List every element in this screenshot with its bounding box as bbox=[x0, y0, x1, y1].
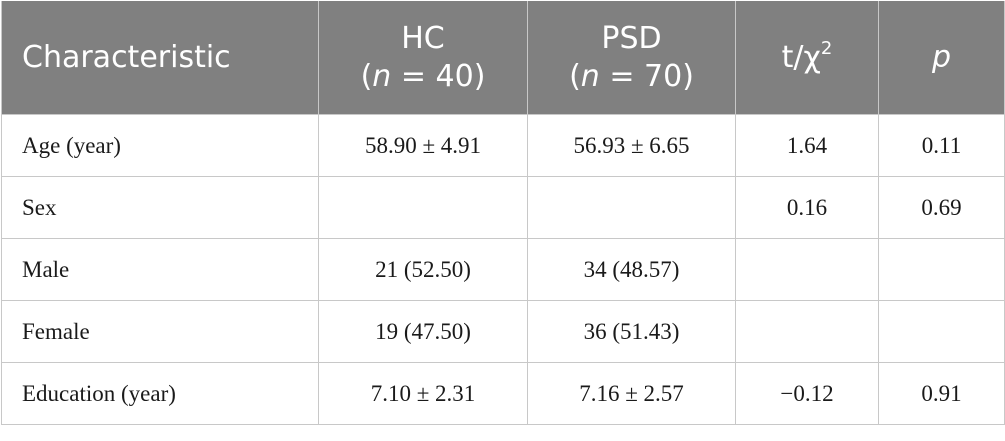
cell-psd: 7.16 ± 2.57 bbox=[527, 362, 736, 425]
table-header: Characteristic HC (n = 40) PSD (n = 70) … bbox=[1, 1, 1005, 115]
cell-p: 0.11 bbox=[878, 114, 1005, 177]
cell-stat: −0.12 bbox=[735, 362, 879, 425]
cell-stat: 0.16 bbox=[735, 176, 879, 239]
header-psd-n: (n = 70) bbox=[569, 58, 694, 94]
table-row-education: Education (year) 7.10 ± 2.31 7.16 ± 2.57… bbox=[1, 362, 1005, 425]
table-row-female: Female 19 (47.50) 36 (51.43) bbox=[1, 300, 1005, 363]
cell-hc: 58.90 ± 4.91 bbox=[318, 114, 528, 177]
table-row-male: Male 21 (52.50) 34 (48.57) bbox=[1, 238, 1005, 301]
cell-p: 0.69 bbox=[878, 176, 1005, 239]
cell-p: 0.91 bbox=[878, 362, 1005, 425]
header-psd-group: PSD bbox=[601, 20, 662, 56]
row-label: Sex bbox=[1, 176, 319, 239]
row-label: Female bbox=[1, 300, 319, 363]
cell-hc bbox=[318, 176, 528, 239]
header-stat-sup: 2 bbox=[820, 37, 833, 59]
header-psd-n-value: = 70) bbox=[599, 58, 694, 94]
row-label: Male bbox=[1, 238, 319, 301]
header-row: Characteristic HC (n = 40) PSD (n = 70) … bbox=[1, 1, 1005, 115]
cell-psd: 56.93 ± 6.65 bbox=[527, 114, 736, 177]
header-stat: t/χ2 bbox=[735, 1, 879, 115]
cell-psd: 36 (51.43) bbox=[527, 300, 736, 363]
cell-p bbox=[878, 300, 1005, 363]
table-body: Age (year) 58.90 ± 4.91 56.93 ± 6.65 1.6… bbox=[1, 114, 1005, 425]
cell-hc: 19 (47.50) bbox=[318, 300, 528, 363]
table-row-age: Age (year) 58.90 ± 4.91 56.93 ± 6.65 1.6… bbox=[1, 114, 1005, 177]
header-hc-n-symbol: n bbox=[372, 58, 392, 94]
row-label: Education (year) bbox=[1, 362, 319, 425]
cell-stat: 1.64 bbox=[735, 114, 879, 177]
header-hc: HC (n = 40) bbox=[318, 1, 528, 115]
cell-psd bbox=[527, 176, 736, 239]
demographics-table: Characteristic HC (n = 40) PSD (n = 70) … bbox=[1, 1, 1005, 425]
cell-stat bbox=[735, 300, 879, 363]
row-label: Age (year) bbox=[1, 114, 319, 177]
cell-p bbox=[878, 238, 1005, 301]
cell-hc: 7.10 ± 2.31 bbox=[318, 362, 528, 425]
table-row-sex: Sex 0.16 0.69 bbox=[1, 176, 1005, 239]
header-hc-n-value: = 40) bbox=[391, 58, 486, 94]
cell-hc: 21 (52.50) bbox=[318, 238, 528, 301]
header-p: p bbox=[878, 1, 1005, 115]
header-hc-group: HC bbox=[401, 20, 445, 56]
cell-stat bbox=[735, 238, 879, 301]
header-hc-n: (n = 40) bbox=[360, 58, 486, 94]
cell-psd: 34 (48.57) bbox=[527, 238, 736, 301]
header-psd-n-symbol: n bbox=[580, 58, 600, 94]
header-psd: PSD (n = 70) bbox=[527, 1, 736, 115]
header-characteristic: Characteristic bbox=[1, 1, 319, 115]
header-stat-base: t/χ bbox=[781, 39, 821, 75]
header-p-label: p bbox=[931, 39, 952, 75]
